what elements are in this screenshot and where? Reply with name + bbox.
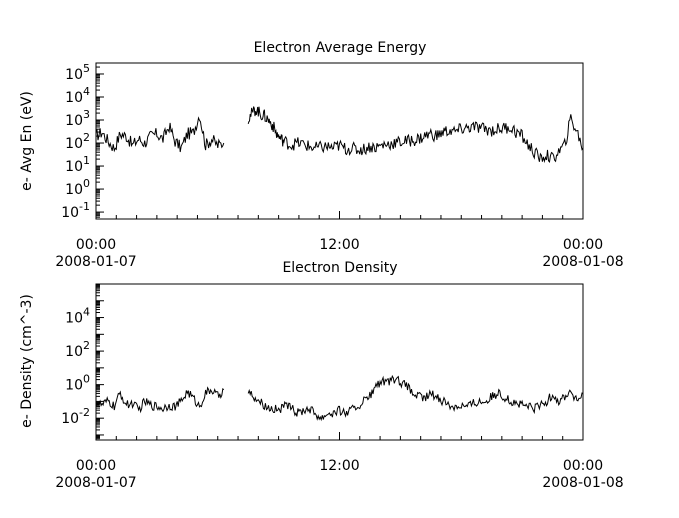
y-tick-label: 105: [65, 62, 90, 83]
plot-frame: [95, 62, 584, 220]
y-tick-label: 104: [65, 306, 90, 327]
x-tick-label: 00:00: [563, 237, 603, 253]
x-tick-date-label: 2008-01-08: [542, 254, 623, 270]
chart-title: Electron Average Energy: [254, 40, 427, 56]
data-trace-segment: [247, 106, 584, 164]
data-trace-segment: [95, 116, 225, 153]
chart-title: Electron Density: [282, 260, 397, 276]
x-tick-label: 00:00: [76, 237, 116, 253]
y-tick-label: 102: [65, 131, 90, 152]
y-ticks: 10-2 100 102 104: [61, 283, 104, 441]
x-tick-date-label: 2008-01-07: [55, 475, 136, 491]
y-axis-label: e- Avg En (eV): [19, 91, 35, 191]
y-axis-label: e- Density (cm^-3): [19, 294, 35, 428]
x-tick-date-label: 2008-01-08: [542, 475, 623, 491]
plot-frame: [95, 283, 584, 441]
y-tick-label: 100: [65, 177, 90, 198]
panel-electron-average-energy: Electron Average Energy e- Avg En (eV) 0…: [19, 40, 624, 270]
x-tick-label: 12:00: [319, 237, 359, 253]
x-tick-label: 00:00: [563, 458, 603, 474]
y-tick-label: 100: [65, 373, 90, 394]
data-trace-segment: [247, 374, 584, 422]
x-tick-date-label: 2008-01-07: [55, 254, 136, 270]
y-tick-label: 10-2: [61, 406, 90, 427]
y-tick-label: 104: [65, 85, 90, 106]
panel-electron-density: Electron Density e- Density (cm^-3) 00:0…: [19, 260, 624, 491]
y-tick-label: 103: [65, 108, 90, 129]
y-tick-label: 101: [65, 154, 90, 175]
data-trace-segment: [95, 386, 225, 414]
x-tick-label: 00:00: [76, 458, 116, 474]
x-tick-label: 12:00: [319, 458, 359, 474]
plot-area: [95, 374, 584, 422]
y-tick-label: 10-1: [61, 200, 90, 221]
y-tick-label: 102: [65, 339, 90, 360]
plot-area: [95, 106, 584, 164]
